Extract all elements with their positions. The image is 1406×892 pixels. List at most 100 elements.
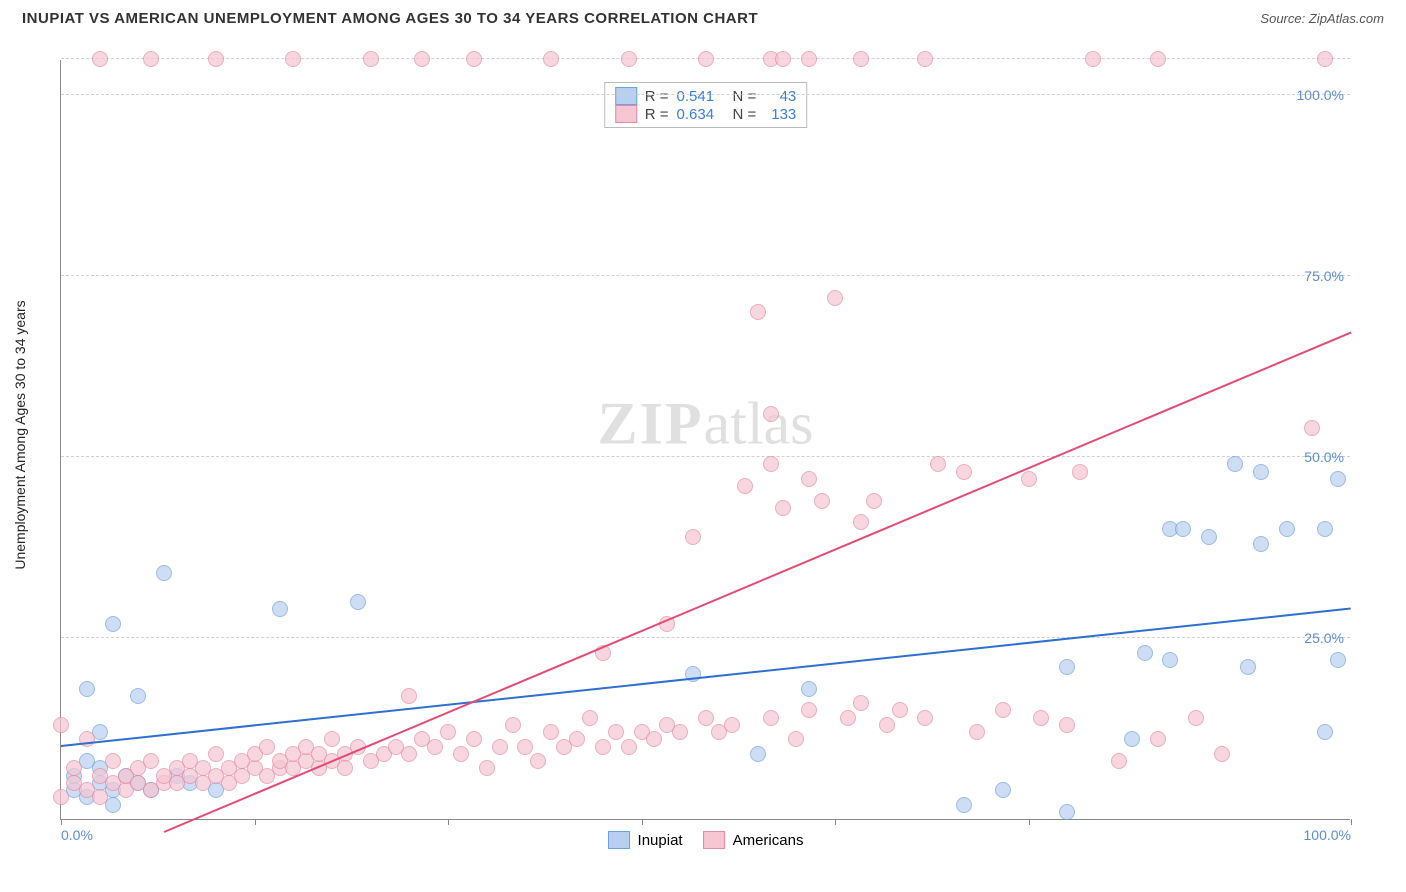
y-axis-label: Unemployment Among Ages 30 to 34 years xyxy=(12,300,28,569)
gridline xyxy=(61,637,1350,638)
scatter-point xyxy=(917,710,933,726)
scatter-point xyxy=(685,529,701,545)
watermark-atlas: atlas xyxy=(704,391,814,457)
scatter-point xyxy=(775,51,791,67)
stat-r-value: 0.541 xyxy=(677,88,725,105)
scatter-point xyxy=(479,760,495,776)
scatter-point xyxy=(866,493,882,509)
scatter-point xyxy=(1162,652,1178,668)
scatter-point xyxy=(208,51,224,67)
scatter-point xyxy=(79,681,95,697)
xtick-mark xyxy=(61,819,62,825)
scatter-point xyxy=(1227,456,1243,472)
scatter-point xyxy=(930,456,946,472)
scatter-point xyxy=(285,51,301,67)
scatter-point xyxy=(853,514,869,530)
scatter-point xyxy=(595,739,611,755)
scatter-point xyxy=(763,406,779,422)
scatter-point xyxy=(363,51,379,67)
watermark-zip: ZIP xyxy=(598,391,704,457)
legend-label: Inupiat xyxy=(638,832,683,849)
gridline xyxy=(61,456,1350,457)
stats-row: R =0.634N =133 xyxy=(615,105,797,123)
stats-legend-box: R =0.541N =43R =0.634N =133 xyxy=(604,82,808,128)
scatter-point xyxy=(775,500,791,516)
plot-area: ZIPatlas R =0.541N =43R =0.634N =133 Inu… xyxy=(60,60,1350,820)
scatter-point xyxy=(66,760,82,776)
scatter-point xyxy=(621,739,637,755)
scatter-point xyxy=(259,739,275,755)
scatter-point xyxy=(969,724,985,740)
scatter-point xyxy=(672,724,688,740)
scatter-point xyxy=(401,746,417,762)
legend-item: Inupiat xyxy=(608,831,683,849)
legend-swatch xyxy=(615,87,637,105)
scatter-point xyxy=(466,731,482,747)
scatter-point xyxy=(1304,420,1320,436)
stat-n-value: 43 xyxy=(764,88,796,105)
scatter-point xyxy=(1240,659,1256,675)
scatter-point xyxy=(569,731,585,747)
xtick-mark xyxy=(255,819,256,825)
scatter-point xyxy=(1317,724,1333,740)
gridline xyxy=(61,275,1350,276)
trend-line xyxy=(61,607,1351,747)
scatter-point xyxy=(763,710,779,726)
watermark: ZIPatlas xyxy=(598,390,814,459)
scatter-point xyxy=(466,51,482,67)
scatter-point xyxy=(788,731,804,747)
scatter-point xyxy=(453,746,469,762)
scatter-point xyxy=(350,594,366,610)
legend-swatch xyxy=(608,831,630,849)
scatter-point xyxy=(1150,731,1166,747)
scatter-point xyxy=(143,51,159,67)
scatter-point xyxy=(414,51,430,67)
scatter-point xyxy=(917,51,933,67)
scatter-point xyxy=(646,731,662,747)
scatter-point xyxy=(801,681,817,697)
scatter-point xyxy=(440,724,456,740)
xtick-label: 100.0% xyxy=(1304,827,1351,843)
ytick-label: 100.0% xyxy=(1297,87,1344,103)
scatter-point xyxy=(1124,731,1140,747)
chart-title: INUPIAT VS AMERICAN UNEMPLOYMENT AMONG A… xyxy=(22,10,758,27)
scatter-point xyxy=(92,789,108,805)
scatter-point xyxy=(737,478,753,494)
scatter-point xyxy=(1111,753,1127,769)
scatter-point xyxy=(1253,536,1269,552)
scatter-point xyxy=(543,724,559,740)
scatter-point xyxy=(105,753,121,769)
scatter-point xyxy=(1033,710,1049,726)
scatter-point xyxy=(1137,645,1153,661)
scatter-point xyxy=(427,739,443,755)
scatter-point xyxy=(724,717,740,733)
scatter-point xyxy=(1317,51,1333,67)
scatter-point xyxy=(53,789,69,805)
scatter-point xyxy=(621,51,637,67)
legend-item: Americans xyxy=(703,831,804,849)
scatter-point xyxy=(853,51,869,67)
scatter-point xyxy=(105,616,121,632)
scatter-point xyxy=(853,695,869,711)
scatter-point xyxy=(324,731,340,747)
scatter-point xyxy=(492,739,508,755)
scatter-point xyxy=(1253,464,1269,480)
scatter-point xyxy=(1175,521,1191,537)
scatter-point xyxy=(1021,471,1037,487)
scatter-point xyxy=(208,746,224,762)
legend-bottom: Inupiat Americans xyxy=(608,831,804,849)
scatter-point xyxy=(1317,521,1333,537)
scatter-point xyxy=(517,739,533,755)
scatter-point xyxy=(401,688,417,704)
scatter-point xyxy=(608,724,624,740)
source-attribution: Source: ZipAtlas.com xyxy=(1260,11,1384,26)
scatter-point xyxy=(995,702,1011,718)
stat-r-value: 0.634 xyxy=(677,106,725,123)
ytick-label: 50.0% xyxy=(1304,449,1344,465)
scatter-point xyxy=(130,688,146,704)
stat-n-value: 133 xyxy=(764,106,796,123)
legend-swatch xyxy=(615,105,637,123)
stat-n-label: N = xyxy=(733,106,757,123)
scatter-point xyxy=(1188,710,1204,726)
xtick-mark xyxy=(448,819,449,825)
